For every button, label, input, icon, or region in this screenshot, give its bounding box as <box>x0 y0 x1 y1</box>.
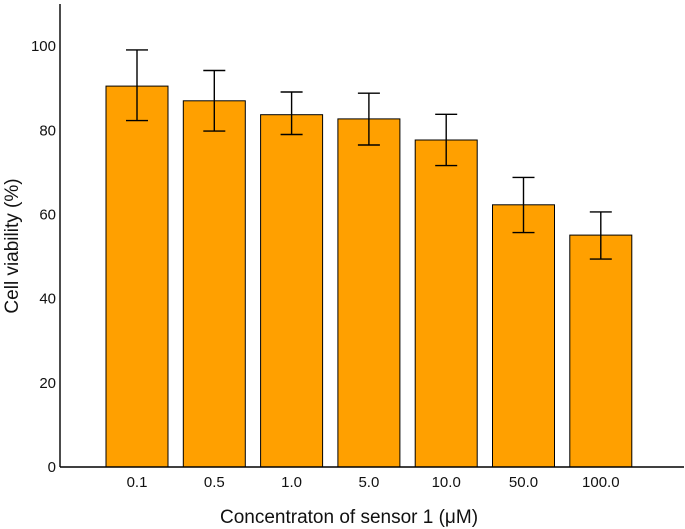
error-bar-5.0 <box>357 92 380 146</box>
y-axis-title: Cell viability (%) <box>2 178 23 313</box>
x-tick-label-0.1: 0.1 <box>127 474 148 491</box>
x-tick-label-5.0: 5.0 <box>358 474 379 491</box>
error-bar-100.0 <box>589 211 612 260</box>
y-tick-label-80: 80 <box>39 122 56 139</box>
y-tick-label-0: 0 <box>48 459 56 476</box>
error-bars-group <box>126 49 612 260</box>
bar-0.5 <box>182 100 246 468</box>
y-tick-labels: 0 20 40 60 80 100 <box>31 38 56 476</box>
error-bar-10.0 <box>435 113 458 167</box>
error-bar-0.1 <box>126 49 148 122</box>
y-tick-label-20: 20 <box>39 375 56 392</box>
error-bar-50.0 <box>512 176 535 234</box>
y-tick-label-60: 60 <box>39 207 56 224</box>
y-tick-label-100: 100 <box>31 38 56 55</box>
x-tick-label-10.0: 10.0 <box>432 474 461 491</box>
y-tick-label-40: 40 <box>39 291 56 308</box>
x-tick-label-100.0: 100.0 <box>582 474 620 491</box>
x-axis-title: Concentraton of sensor 1 (μM) <box>220 507 478 528</box>
bar-0.1 <box>105 85 169 468</box>
bar-50.0 <box>492 204 555 468</box>
x-tick-labels: 0.1 0.5 1.0 5.0 10.0 50.0 100.0 <box>127 474 620 491</box>
bars-group <box>105 85 633 468</box>
bar-10.0 <box>414 139 478 468</box>
bar-100.0 <box>569 234 633 468</box>
error-bar-1.0 <box>280 91 303 136</box>
x-tick-label-50.0: 50.0 <box>509 474 538 491</box>
x-tick-label-1.0: 1.0 <box>281 474 302 491</box>
x-tick-label-0.5: 0.5 <box>204 474 225 491</box>
error-bar-0.5 <box>203 69 226 132</box>
bar-1.0 <box>260 114 324 468</box>
bar-5.0 <box>337 118 401 468</box>
